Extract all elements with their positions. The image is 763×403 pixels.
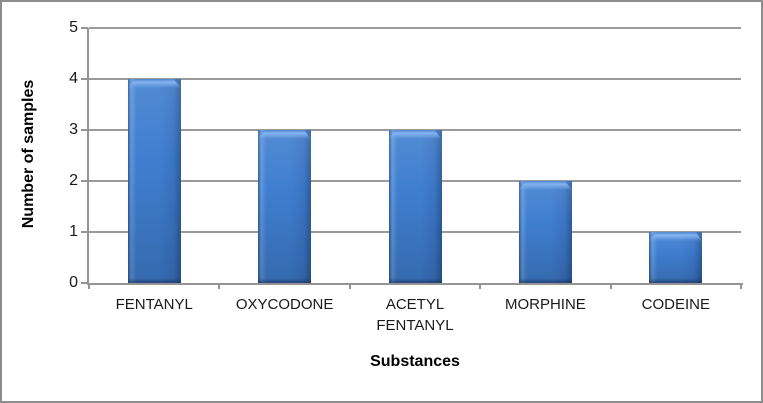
plot-area xyxy=(89,27,741,283)
x-axis-tick xyxy=(740,283,742,289)
y-axis-title: Number of samples xyxy=(20,79,37,229)
bar xyxy=(518,181,572,283)
x-axis-tick xyxy=(218,283,221,289)
x-category-label: CODEINE xyxy=(641,296,710,313)
bar xyxy=(388,130,442,283)
y-axis-tick xyxy=(81,231,88,233)
x-category-label: ACETYL FENTANYL xyxy=(376,296,454,334)
x-category-label: FENTANYL xyxy=(115,296,193,313)
gridline xyxy=(89,78,741,80)
x-axis-tick xyxy=(88,283,90,289)
y-axis-tick xyxy=(81,180,88,182)
bar xyxy=(127,79,181,283)
y-axis-tick xyxy=(81,282,88,284)
x-axis-tick xyxy=(348,283,351,289)
x-axis-line xyxy=(87,283,743,285)
x-category-label: MORPHINE xyxy=(504,296,586,313)
x-axis-tick xyxy=(609,283,612,289)
y-tick-label: 5 xyxy=(69,19,78,36)
y-tick-label: 1 xyxy=(69,223,78,240)
bar xyxy=(649,232,703,283)
y-axis-tick xyxy=(81,78,88,80)
y-tick-label: 4 xyxy=(69,70,78,87)
x-axis-tick xyxy=(479,283,482,289)
y-tick-label: 3 xyxy=(69,121,78,138)
y-tick-label: 2 xyxy=(69,172,78,189)
y-axis-tick xyxy=(81,27,88,29)
x-category-label: OXYCODONE xyxy=(235,296,334,313)
y-axis-line xyxy=(87,28,89,285)
bar xyxy=(258,130,312,283)
y-axis-tick xyxy=(81,129,88,131)
x-axis-title: Substances xyxy=(370,353,460,370)
y-tick-label: 0 xyxy=(69,274,78,291)
gridline xyxy=(89,27,741,29)
